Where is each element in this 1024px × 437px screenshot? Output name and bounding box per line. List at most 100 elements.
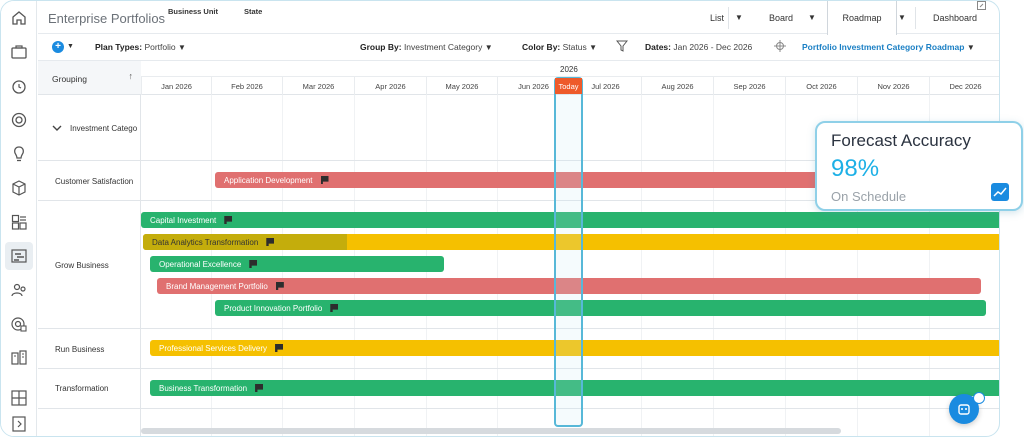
divider [728,7,729,29]
add-button[interactable]: + [52,41,64,53]
color-by-label: Color By: [522,42,561,52]
building-icon[interactable] [10,349,28,367]
flag-icon [320,176,329,184]
year-row: 2026 [141,61,999,77]
forecast-accuracy-card: Forecast Accuracy 98% On Schedule [815,121,1023,211]
plan-types-dropdown[interactable]: Plan Types: Portfolio ▼ [95,42,186,52]
dates-label: Dates: [645,42,671,52]
expand-sidebar-icon[interactable] [10,415,28,433]
group-header-investment-category[interactable]: Investment Catego [70,124,138,133]
roadmap-bar[interactable]: Business Transformation [150,380,999,396]
horizontal-scrollbar[interactable] [141,428,841,434]
dates-value: Jan 2026 - Dec 2026 [673,42,753,52]
month-gridline [785,95,786,436]
card-value: 98% [831,155,880,182]
bar-progress [143,234,347,250]
month-gridline [857,95,858,436]
tab-list[interactable]: List [710,1,724,34]
clock-icon[interactable] [10,77,28,95]
package-icon[interactable] [10,179,28,197]
row-divider [38,160,999,161]
sidebar-active-highlight [5,242,33,270]
business-unit-filter[interactable]: Business Unit [168,7,219,16]
month-gridline [497,95,498,436]
chevron-down-icon: ▼ [484,43,493,52]
report-target-icon[interactable] [10,315,28,333]
flag-icon [249,260,258,268]
month-header: May 2026 [426,77,497,95]
sort-arrow-icon[interactable]: ↑ [128,71,134,81]
state-filter[interactable]: State [244,7,263,16]
roadmap-bar[interactable]: Operational Excellence [150,256,444,272]
color-by-dropdown[interactable]: Color By: Status ▼ [522,42,597,52]
year-label: 2026 [560,65,578,74]
app-frame: Enterprise Portfolios Business Unit Stat… [0,0,1000,437]
expand-corner-icon[interactable] [977,1,986,10]
flag-icon [224,216,233,224]
month-gridline [713,95,714,436]
home-icon[interactable] [10,9,28,27]
grouping-header-label: Grouping [52,74,87,84]
tab-roadmap-label: Roadmap [842,13,882,23]
bot-icon [958,404,970,415]
divider [915,7,916,29]
tab-dashboard[interactable]: Dashboard [933,1,977,34]
grouping-header[interactable]: Grouping ↑ [38,61,141,95]
group-label-customer-satisfaction: Customer Satisfaction [55,177,134,186]
month-header: Sep 2026 [713,77,785,95]
bar-label: Brand Management Portfolio [166,281,268,291]
flag-icon [330,304,339,312]
group-label-transformation: Transformation [55,384,109,393]
tab-roadmap[interactable]: Roadmap [827,1,897,35]
toolbar: + ▼ Plan Types: Portfolio ▼ Group By: In… [38,34,999,61]
roadmap-bar[interactable]: Product Innovation Portfolio [215,300,986,316]
filter-icon[interactable] [615,40,629,54]
roadmap-bar[interactable]: Capital Investment [141,212,999,228]
top-header: Enterprise Portfolios Business Unit Stat… [38,1,999,35]
grid-list-icon[interactable] [10,213,28,231]
roadmap-dropdown-icon[interactable]: ▼ [898,13,906,22]
add-dropdown-icon[interactable]: ▼ [67,43,74,50]
roadmap-bar[interactable]: Professional Services Delivery [150,340,999,356]
roadmap-bar[interactable]: Data Analytics Transformation [143,234,999,250]
roadmap-grid: 2026 Jan 2026 Feb 2026 Mar 2026 Apr 2026… [38,61,999,436]
tab-board[interactable]: Board [769,1,793,34]
briefcase-icon[interactable] [10,43,28,61]
month-header: Feb 2026 [211,77,282,95]
saved-view-name: Portfolio Investment Category Roadmap [802,42,965,52]
bar-label: Data Analytics Transformation [152,237,259,247]
group-by-label: Group By: [360,42,402,52]
row-divider [38,368,999,369]
month-header: Dec 2026 [929,77,999,95]
roadmap-bar[interactable]: Brand Management Portfolio [157,278,981,294]
saved-view-dropdown[interactable]: Portfolio Investment Category Roadmap ▼ [802,42,975,52]
grouping-column: Grouping ↑ Investment Catego Customer Sa… [38,61,141,436]
chevron-down-icon: ▼ [178,43,186,52]
collapse-chevron-icon[interactable] [52,124,62,134]
group-by-value: Investment Category [403,42,483,52]
chevron-down-icon: ▼ [589,43,598,52]
tab-board-label: Board [769,12,794,23]
flag-icon [275,282,284,290]
people-icon[interactable] [10,281,28,299]
roadmap-chart-icon[interactable] [10,247,28,265]
dates-selector[interactable]: Dates: Jan 2026 - Dec 2026 [645,42,752,52]
month-header: Jan 2026 [141,77,211,95]
month-header: Aug 2026 [641,77,713,95]
power-icon[interactable] [973,392,985,404]
group-by-dropdown[interactable]: Group By: Investment Category ▼ [360,42,493,52]
roadmap-bar[interactable]: Application Development [215,172,999,188]
flag-icon [255,384,264,392]
tab-list-label: List [710,12,725,23]
target-icon[interactable] [10,111,28,129]
month-gridline [641,95,642,436]
bar-label: Professional Services Delivery [159,343,268,353]
app-title: Enterprise Portfolios [48,11,166,26]
layout-icon[interactable] [10,389,28,407]
lightbulb-icon[interactable] [10,145,28,163]
crosshair-icon[interactable] [774,40,786,54]
chevron-down-icon: ▼ [966,43,975,52]
plan-types-label: Plan Types: [95,42,143,52]
list-dropdown-icon[interactable]: ▼ [735,13,743,22]
board-dropdown-icon[interactable]: ▼ [808,13,816,22]
